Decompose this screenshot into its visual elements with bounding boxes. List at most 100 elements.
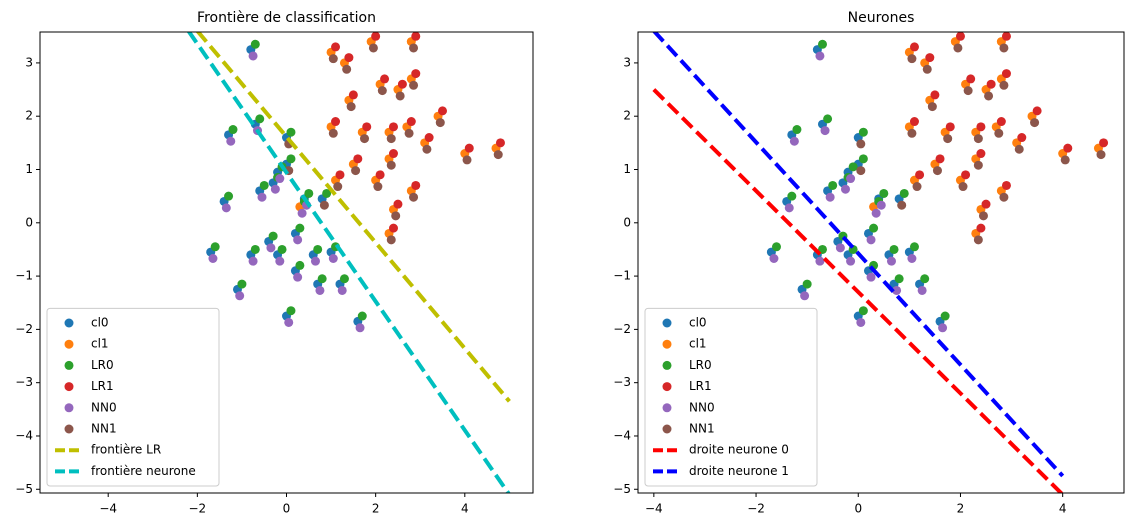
point [984,91,994,101]
point [961,170,971,180]
y-tick-label: 0 [623,215,631,229]
y-tick-label: −4 [613,428,631,442]
point [769,254,779,264]
boundary-line [652,32,1065,478]
point [973,160,983,170]
point [462,155,472,165]
point [846,174,856,184]
legend-swatch [662,424,672,434]
point [268,231,278,241]
x-tick-label: −2 [747,502,765,516]
point [322,188,332,198]
point [907,54,917,64]
point [823,114,833,124]
point [820,126,830,136]
legend-label: LR1 [91,379,114,393]
x-tick-label: 4 [461,502,469,516]
legend-swatch [64,318,74,328]
y-tick-label: −3 [15,375,33,389]
point [221,203,231,213]
y-tick-label: −1 [15,269,33,283]
legend-label: LR0 [689,358,712,372]
point [925,53,935,63]
legend-box [46,307,220,487]
point [438,106,448,116]
point [879,188,889,198]
legend-swatch [64,424,74,434]
point [858,154,868,164]
point [981,199,991,209]
point [976,149,986,159]
point [876,200,886,210]
point [856,166,866,176]
x-tick-label: 4 [1059,502,1067,516]
point [802,279,812,289]
point [295,223,305,233]
legend-label: cl1 [91,337,109,351]
point [388,223,398,233]
point [940,311,950,321]
point [930,90,940,100]
legend-label: LR0 [91,358,114,372]
x-tick-label: 0 [854,502,862,516]
point [406,117,416,127]
point [226,136,236,146]
point [495,138,505,148]
point [869,223,879,233]
point [1001,180,1011,190]
point [355,323,365,333]
legend-label: frontière neurone [91,464,196,478]
point [866,235,876,245]
point [800,291,810,301]
point [784,203,794,213]
point [295,260,305,270]
legend-label: cl0 [689,316,707,330]
legend-swatch [662,403,672,413]
point [266,243,276,253]
y-tick-label: −1 [613,269,631,283]
point [270,184,280,194]
point [404,128,414,138]
point [344,53,354,63]
point [210,242,220,252]
point [335,170,345,180]
point [1096,150,1106,160]
point [963,86,973,96]
plot-area [186,32,511,493]
point [362,122,372,132]
x-tick-label: 0 [283,502,291,516]
point [917,285,927,295]
point [999,192,1009,202]
y-tick-label: 3 [623,55,631,69]
legend-swatch [662,382,672,392]
point [286,154,296,164]
point [932,166,942,176]
point [1099,138,1109,148]
point [435,118,445,128]
legend-label: cl0 [91,316,109,330]
point [771,242,781,252]
point [912,182,922,192]
point [907,128,917,138]
legend-label: droite neurone 1 [689,464,789,478]
legend-box [644,307,818,487]
point [973,235,983,245]
legend-swatch [64,339,74,349]
point [787,191,797,201]
point [375,170,385,180]
point [386,235,396,245]
point [360,134,370,144]
point [304,188,314,198]
point [892,285,902,295]
y-tick-label: −3 [613,375,631,389]
point [976,122,986,132]
axes-frame [39,31,534,494]
x-tick-label: −4 [645,502,663,516]
point [297,208,307,218]
chart-title: Neurones [848,10,915,26]
subplot: Frontière de classification −4 −2 0 2 4 −5 −4 −3… [15,10,534,516]
point [858,306,868,316]
point [409,192,419,202]
point [815,51,825,61]
point [337,285,347,295]
